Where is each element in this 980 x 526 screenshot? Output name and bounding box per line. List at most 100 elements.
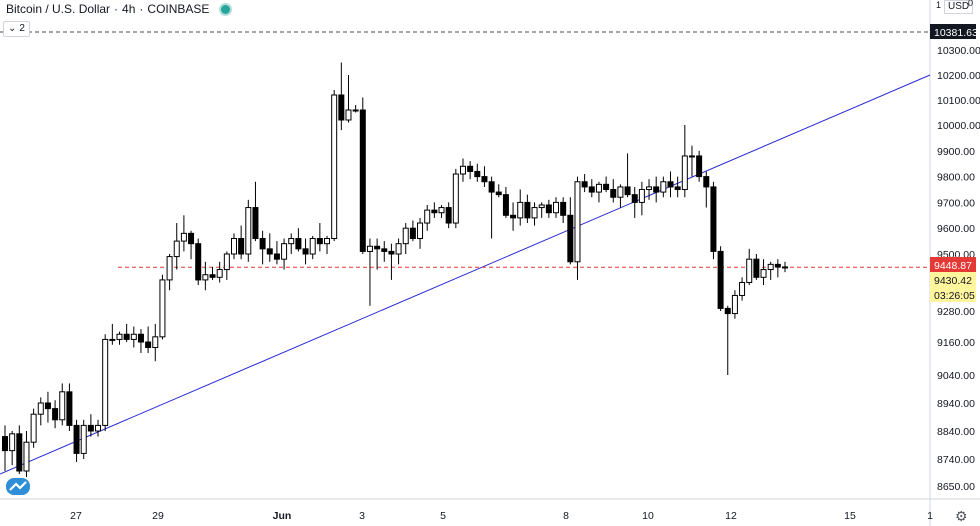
candle-body bbox=[302, 248, 309, 255]
time-tick-label: 10 bbox=[642, 510, 654, 522]
scale-corner-label: 1 bbox=[936, 0, 942, 10]
candle-body bbox=[195, 243, 202, 281]
candle-body bbox=[452, 173, 459, 224]
candles-layer bbox=[2, 62, 788, 477]
candle-body bbox=[481, 176, 488, 183]
candle-body bbox=[667, 181, 674, 188]
candle-body bbox=[116, 333, 123, 340]
chart-legend-header: Bitcoin / U.S. Dollar · 4h · COINBASE bbox=[6, 2, 233, 16]
candle-body bbox=[524, 201, 531, 219]
candle-body bbox=[624, 186, 631, 196]
price-tick-label: 8940.00 bbox=[937, 398, 975, 410]
candle-body bbox=[653, 186, 660, 193]
candle-body bbox=[660, 181, 667, 193]
candle-body bbox=[703, 176, 710, 188]
candle-body bbox=[223, 253, 230, 271]
candle-body bbox=[259, 238, 266, 250]
candle-body bbox=[681, 155, 688, 191]
candle-body bbox=[510, 214, 517, 219]
candle-body bbox=[531, 207, 538, 219]
candle-body bbox=[324, 238, 331, 245]
price-tick-label: 9280.00 bbox=[937, 306, 975, 318]
candle-body bbox=[638, 189, 645, 203]
price-tick-label: 9800.00 bbox=[937, 172, 975, 184]
candle-body bbox=[610, 189, 617, 198]
candle-body bbox=[724, 307, 731, 315]
candle-body bbox=[753, 258, 760, 278]
time-tick-label: 27 bbox=[70, 510, 82, 522]
last-price-label-bg bbox=[930, 257, 976, 272]
candle-body bbox=[474, 170, 481, 178]
candle-body bbox=[273, 253, 280, 260]
high-price-label: 10381.63 bbox=[934, 27, 978, 39]
countdown-label: 03:26:05 bbox=[934, 290, 975, 302]
candle-body bbox=[760, 269, 767, 278]
candle-body bbox=[417, 222, 424, 240]
candle-body bbox=[288, 238, 295, 245]
indicators-count: 2 bbox=[19, 23, 25, 34]
candle-body bbox=[545, 204, 552, 214]
price-tick-label: 9900.00 bbox=[937, 146, 975, 158]
interval-label[interactable]: 4h bbox=[122, 2, 136, 16]
candle-body bbox=[23, 441, 30, 472]
secondary-price-label-bg bbox=[930, 272, 976, 287]
price-tick-label: 8650.00 bbox=[937, 481, 975, 493]
time-axis: 27 29 Jun 3 5 8 10 12 15 1 bbox=[70, 510, 933, 522]
candle-body bbox=[424, 209, 431, 224]
candle-body bbox=[488, 181, 495, 193]
candle-body bbox=[746, 258, 753, 284]
candle-body bbox=[588, 186, 595, 193]
candle-body bbox=[631, 194, 638, 203]
candle-body bbox=[180, 232, 187, 242]
price-tick-label: 10000.00 bbox=[937, 120, 980, 132]
candle-body bbox=[402, 227, 409, 245]
candle-body bbox=[395, 243, 402, 255]
candle-body bbox=[717, 250, 724, 309]
candle-body bbox=[359, 109, 366, 252]
currency-selector[interactable]: USD bbox=[944, 0, 974, 14]
time-tick-label: 12 bbox=[725, 510, 737, 522]
chevron-down-icon: ⌄ bbox=[8, 23, 17, 34]
candle-body bbox=[109, 338, 116, 341]
candle-body bbox=[574, 181, 581, 263]
candle-body bbox=[2, 436, 8, 452]
trend-line-layer bbox=[0, 74, 931, 475]
live-status-icon bbox=[219, 2, 233, 16]
candle-body bbox=[374, 245, 381, 250]
candle-body bbox=[145, 341, 152, 348]
tradingview-logo-icon[interactable] bbox=[6, 478, 30, 495]
candle-body bbox=[137, 333, 144, 343]
candle-body bbox=[102, 338, 109, 426]
candle-body bbox=[252, 207, 259, 240]
countdown-label-bg bbox=[930, 287, 976, 302]
trend-line bbox=[0, 74, 931, 475]
candle-body bbox=[159, 279, 166, 338]
separator: · bbox=[139, 2, 144, 16]
candle-body bbox=[688, 155, 695, 158]
price-tick-label: 9160.00 bbox=[937, 337, 975, 349]
last-price-label: 9448.87 bbox=[934, 260, 972, 272]
candle-body bbox=[173, 240, 180, 258]
separator: · bbox=[114, 2, 119, 16]
price-tick-label: 8840.00 bbox=[937, 426, 975, 438]
price-axis: 8650.00 8740.00 8840.00 8940.00 9040.00 9160.… bbox=[937, 45, 980, 493]
candle-body bbox=[230, 238, 237, 255]
candle-body bbox=[502, 194, 509, 216]
gear-icon[interactable]: ⚙ bbox=[955, 508, 968, 524]
collapse-indicators-button[interactable]: ⌄ 2 bbox=[3, 21, 30, 37]
candle-body bbox=[52, 408, 59, 421]
price-tick-label: 10100.00 bbox=[937, 95, 980, 107]
candle-body bbox=[567, 214, 574, 263]
candle-body bbox=[495, 191, 502, 196]
exchange-label[interactable]: COINBASE bbox=[147, 2, 210, 16]
candle-body bbox=[238, 238, 245, 255]
candle-body bbox=[316, 238, 323, 245]
candle-body bbox=[538, 204, 545, 209]
candle-body bbox=[281, 243, 288, 260]
horizontal-levels-layer bbox=[0, 31, 930, 268]
candle-body bbox=[266, 248, 273, 255]
symbol-name[interactable]: Bitcoin / U.S. Dollar bbox=[6, 2, 111, 16]
candle-body bbox=[595, 183, 602, 193]
candle-body bbox=[603, 183, 610, 190]
